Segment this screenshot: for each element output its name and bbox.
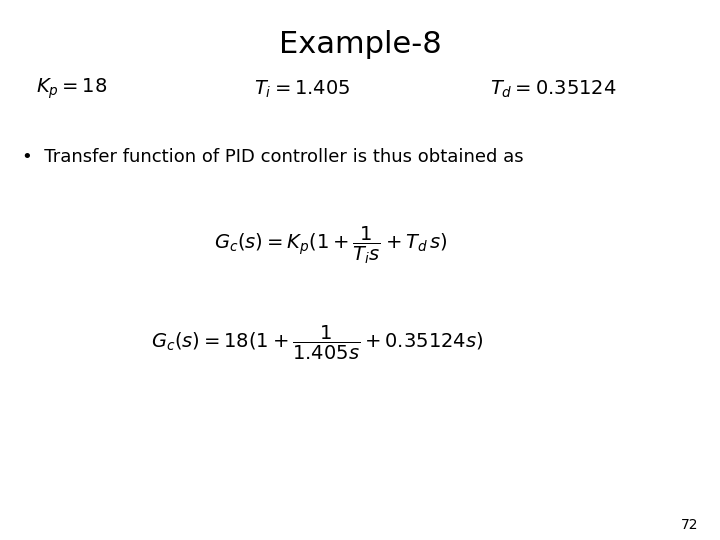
Text: •  Transfer function of PID controller is thus obtained as: • Transfer function of PID controller is… — [22, 147, 523, 166]
Text: $G_c(s) = K_p(1 + \dfrac{1}{T_i s} +T_d\, s)$: $G_c(s) = K_p(1 + \dfrac{1}{T_i s} +T_d\… — [215, 225, 448, 266]
Text: $K_p = 18$: $K_p = 18$ — [36, 77, 107, 102]
Text: Example-8: Example-8 — [279, 30, 441, 59]
Text: $T_i = 1.405$: $T_i = 1.405$ — [254, 78, 351, 100]
Text: $G_c(s) = 18(1 + \dfrac{1}{1.405s} + 0.35124s)$: $G_c(s) = 18(1 + \dfrac{1}{1.405s} + 0.3… — [150, 324, 483, 362]
Text: $T_d = 0.35124$: $T_d = 0.35124$ — [490, 78, 616, 100]
Text: 72: 72 — [681, 518, 698, 532]
